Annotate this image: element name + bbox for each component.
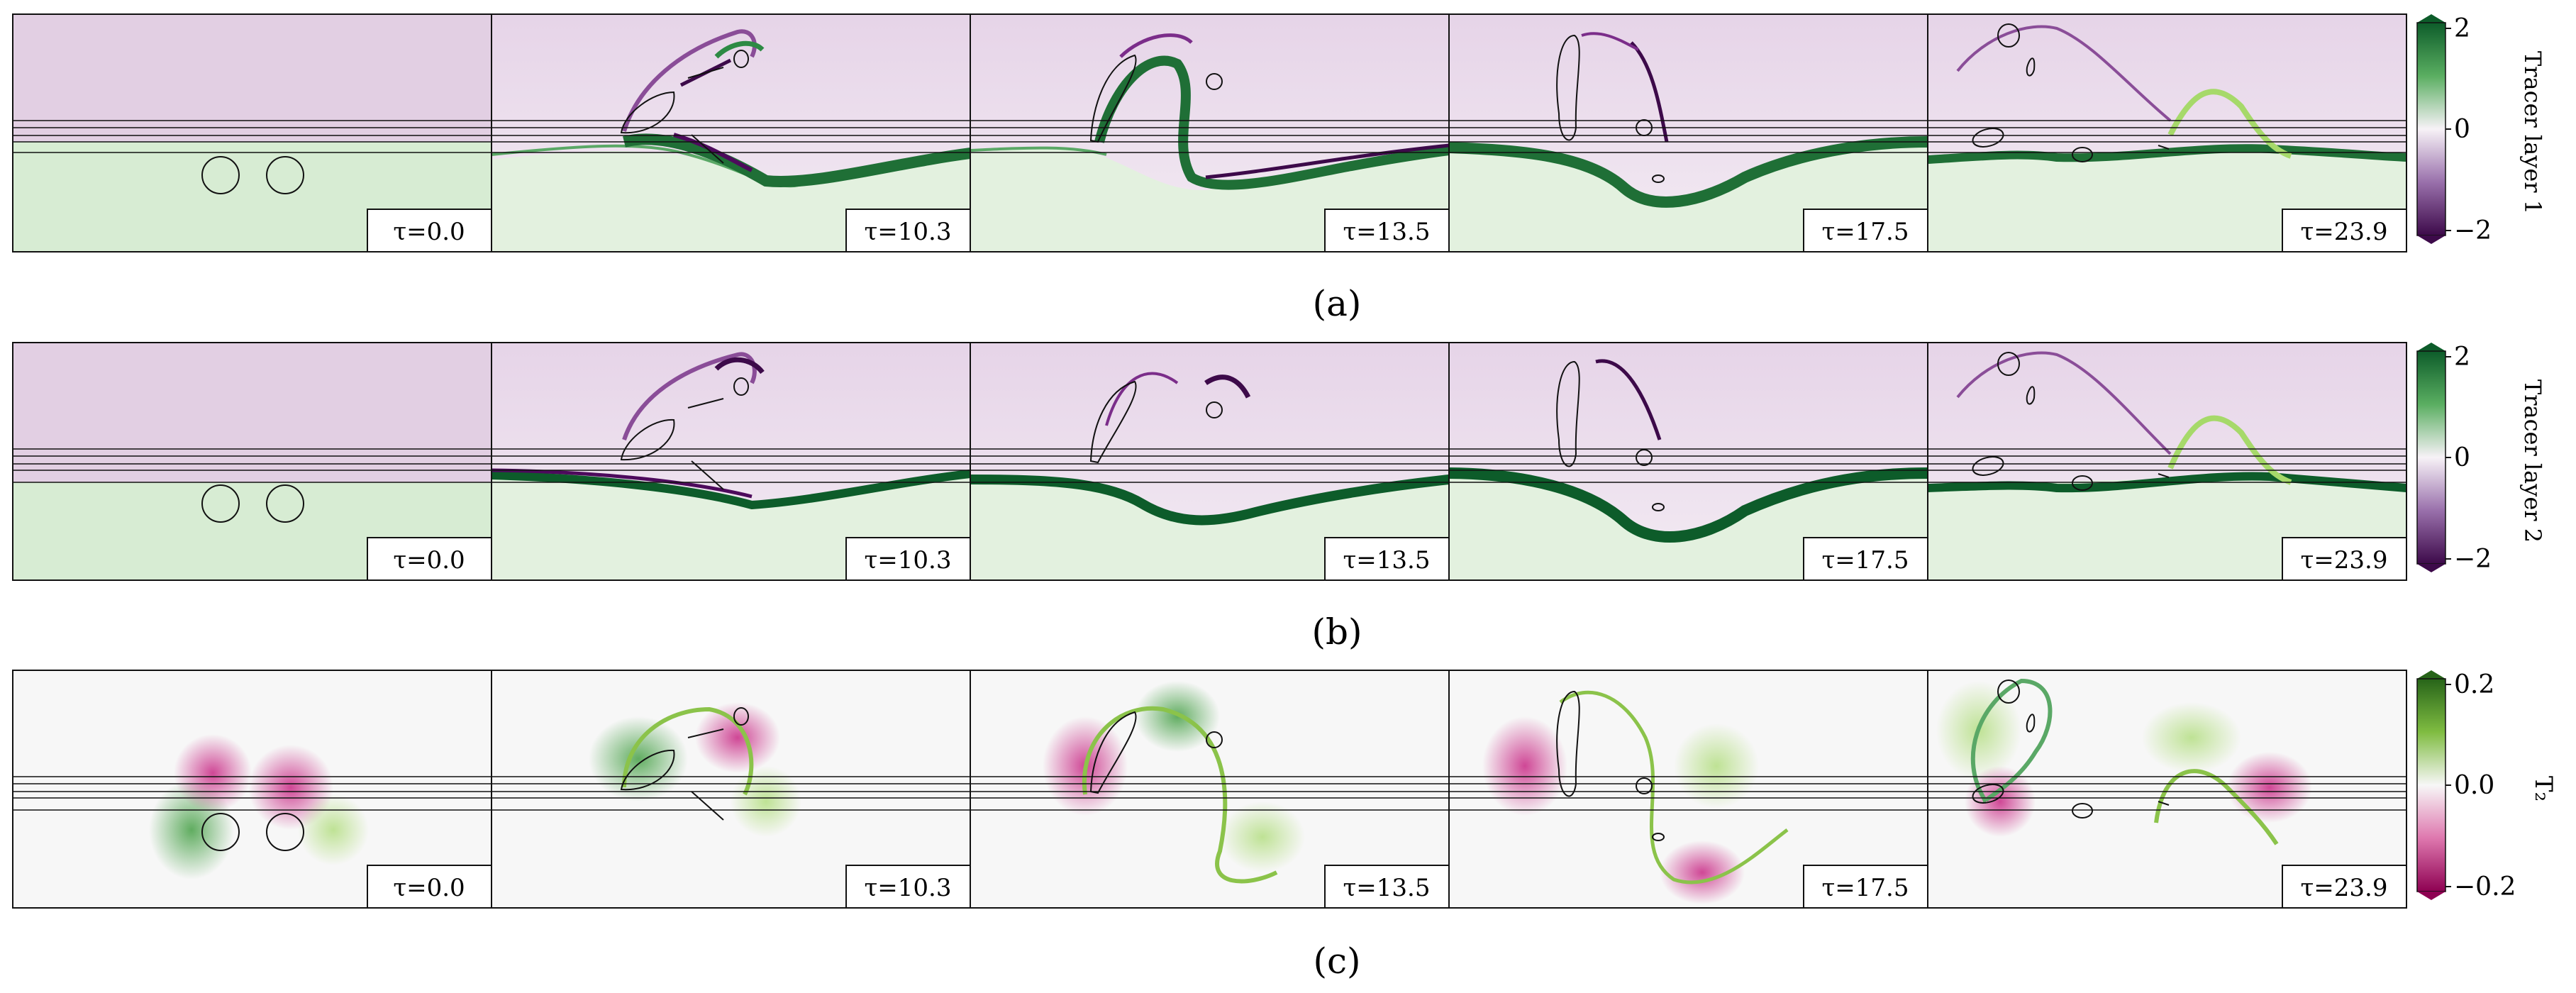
time-label: τ=13.5 bbox=[1343, 546, 1430, 575]
colorbar-c: 0.2 0.0 −0.2 T₂ bbox=[2416, 670, 2558, 902]
colorbar-b: 2 0 −2 Tracer layer 2 bbox=[2416, 343, 2546, 574]
colorbar-tick: 2 bbox=[2454, 343, 2470, 372]
time-labels-a: τ=0.0 τ=10.3 τ=13.5 τ=17.5 τ=23.9 bbox=[367, 209, 2407, 253]
colorbar-title: T₂ bbox=[2529, 776, 2558, 801]
panel-a5 bbox=[1927, 14, 2407, 252]
colorbar-title: Tracer layer 1 bbox=[2519, 51, 2546, 214]
frames-c bbox=[12, 670, 2407, 909]
time-label: τ=23.9 bbox=[2300, 218, 2387, 246]
colorbar-title: Tracer layer 2 bbox=[2519, 379, 2546, 543]
colorbar-tick: 0 bbox=[2454, 115, 2470, 144]
time-label: τ=0.0 bbox=[393, 874, 465, 902]
colorbar-tick: −2 bbox=[2454, 216, 2492, 245]
frames-a bbox=[12, 13, 2407, 253]
colorbar-tick: −0.2 bbox=[2454, 872, 2516, 902]
panel-b5 bbox=[1927, 343, 2407, 580]
time-label: τ=10.3 bbox=[864, 874, 951, 902]
colorbar-a: 2 0 −2 Tracer layer 1 bbox=[2416, 14, 2546, 245]
time-labels-b: τ=0.0 τ=10.3 τ=13.5 τ=17.5 τ=23.9 bbox=[367, 537, 2407, 581]
layer-lines-c bbox=[13, 776, 2406, 811]
colorbar-tick: 0.2 bbox=[2454, 670, 2494, 699]
time-label: τ=23.9 bbox=[2300, 874, 2387, 902]
colorbar-tick: 0.0 bbox=[2454, 771, 2494, 800]
row-c: τ=0.0 τ=10.3 τ=13.5 τ=17.5 τ=23.9 0.2 0.… bbox=[12, 670, 2558, 982]
time-label: τ=23.9 bbox=[2300, 546, 2387, 575]
time-label: τ=13.5 bbox=[1343, 874, 1430, 902]
row-label: (a) bbox=[1313, 283, 1362, 324]
row-label: (b) bbox=[1311, 611, 1362, 653]
colorbar-tick: 0 bbox=[2454, 443, 2470, 472]
layer-lines-b bbox=[13, 448, 2406, 483]
time-label: τ=13.5 bbox=[1343, 218, 1430, 246]
time-label: τ=0.0 bbox=[393, 218, 465, 246]
time-label: τ=17.5 bbox=[1821, 546, 1909, 575]
row-a: τ=0.0 τ=10.3 τ=13.5 τ=17.5 τ=23.9 2 0 −2… bbox=[12, 13, 2546, 324]
colorbar-tick: −2 bbox=[2454, 545, 2492, 574]
time-label: τ=0.0 bbox=[393, 546, 465, 575]
row-label: (c) bbox=[1313, 941, 1360, 982]
time-label: τ=17.5 bbox=[1821, 874, 1909, 902]
panel-b1 bbox=[13, 343, 492, 580]
panel-c1 bbox=[13, 670, 492, 908]
time-label: τ=10.3 bbox=[864, 218, 951, 246]
colorbar-tick: 2 bbox=[2454, 14, 2470, 43]
row-b: τ=0.0 τ=10.3 τ=13.5 τ=17.5 τ=23.9 2 0 −2… bbox=[12, 342, 2546, 653]
layer-lines-a bbox=[13, 120, 2406, 153]
time-labels-c: τ=0.0 τ=10.3 τ=13.5 τ=17.5 τ=23.9 bbox=[367, 865, 2407, 909]
frames-b bbox=[12, 342, 2407, 581]
time-label: τ=10.3 bbox=[864, 546, 951, 575]
time-label: τ=17.5 bbox=[1821, 218, 1909, 246]
